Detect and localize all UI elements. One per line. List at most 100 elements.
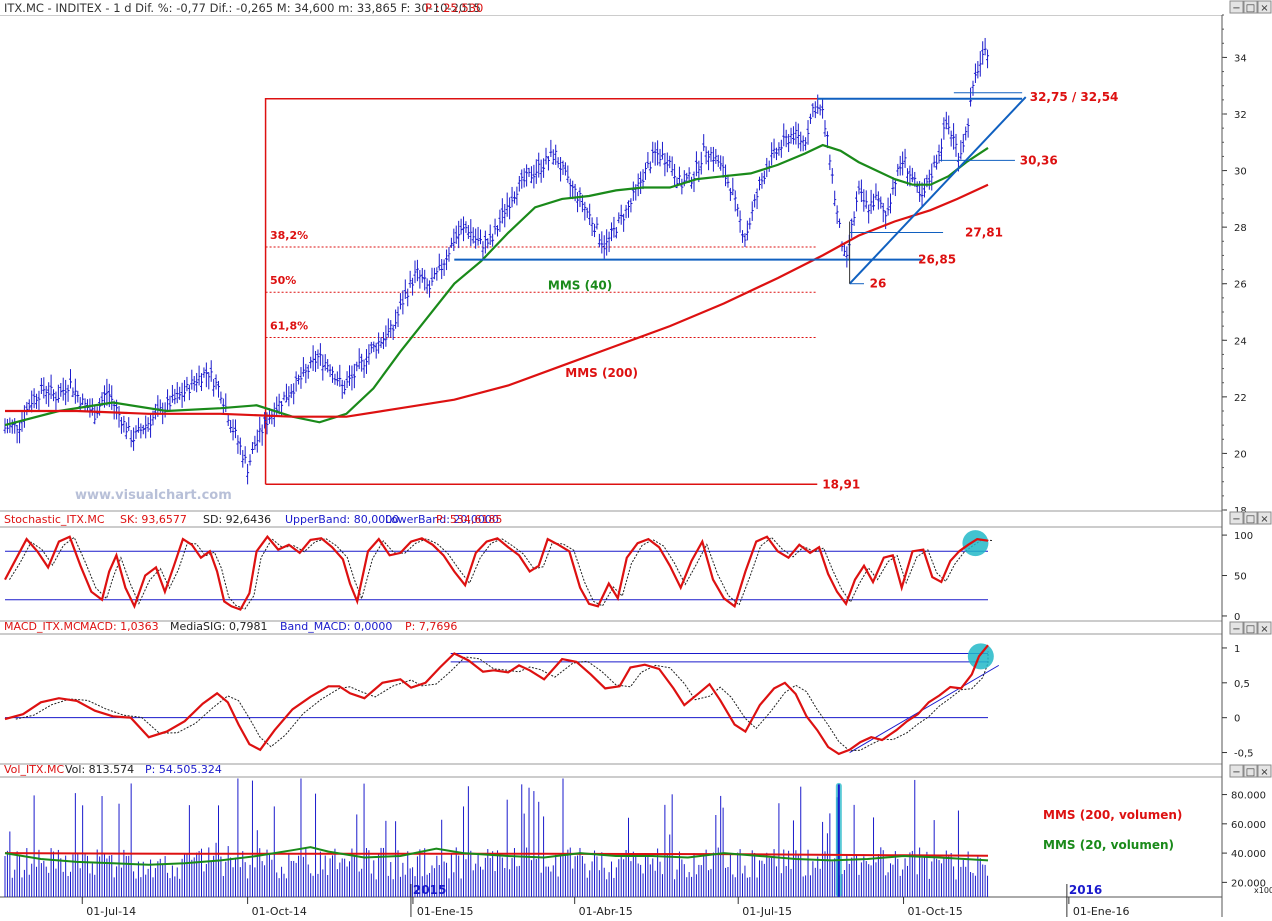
price-bar	[37, 390, 41, 411]
ma40-line	[4, 143, 989, 427]
price-bar	[471, 227, 475, 244]
price-bar	[668, 155, 672, 169]
price-bar	[915, 181, 919, 193]
price-bar	[364, 349, 368, 374]
price-bar	[408, 270, 412, 288]
price-bar	[415, 259, 419, 282]
window-restore-button-0[interactable]: □	[1243, 0, 1258, 14]
price-bar	[593, 223, 597, 238]
price-bar	[297, 374, 301, 385]
price-bar	[753, 194, 757, 208]
window-minimize-button-3[interactable]: −	[1229, 764, 1244, 778]
price-bar	[197, 365, 201, 386]
price-bar	[219, 391, 223, 404]
price-bar	[253, 435, 257, 450]
price-bar	[464, 221, 468, 233]
price-bar	[10, 419, 14, 434]
price-bar	[631, 181, 635, 201]
window-minimize-button-0[interactable]: −	[1229, 0, 1244, 14]
restore-button-bg	[1243, 621, 1258, 635]
volume-bars	[4, 778, 989, 897]
price-bar	[850, 218, 854, 238]
price-bar	[969, 87, 973, 107]
price-bar	[474, 228, 478, 249]
price-bar	[949, 130, 953, 147]
window-close-button-3[interactable]: ×	[1257, 764, 1272, 778]
price-bar	[787, 134, 791, 153]
price-ytick-label: 24	[1234, 336, 1247, 347]
restore-icon: □	[1246, 624, 1255, 635]
price-bar	[707, 150, 711, 171]
price-bar	[542, 158, 546, 178]
window-restore-button-3[interactable]: □	[1243, 764, 1258, 778]
price-ytick-label: 26	[1234, 280, 1247, 291]
price-bar	[258, 416, 262, 443]
price-bar	[600, 231, 604, 254]
price-bar	[561, 160, 565, 175]
price-bar	[750, 201, 754, 221]
price-bar	[886, 197, 890, 216]
price-bar	[481, 241, 485, 260]
price-bar	[498, 209, 502, 232]
price-bar	[634, 184, 638, 201]
price-bar	[806, 120, 810, 145]
price-bar	[799, 131, 803, 152]
macd-ytick-label: 0	[1234, 714, 1240, 725]
stoch-ytick-label: 50	[1234, 572, 1247, 583]
minimize-icon: −	[1232, 624, 1240, 635]
price-bar	[335, 371, 339, 386]
price-bar	[728, 187, 732, 201]
price-bar	[932, 155, 936, 168]
price-header-bar	[0, 0, 1222, 15]
price-bar	[522, 168, 526, 188]
price-bar	[282, 391, 286, 401]
price-bar	[394, 309, 398, 329]
macd-ytick-label: 0,5	[1234, 679, 1250, 690]
xtick-label: 01-Jul-15	[742, 905, 792, 917]
price-bar	[641, 169, 645, 190]
window-restore-button-2[interactable]: □	[1243, 621, 1258, 635]
price-bar	[823, 120, 827, 137]
window-close-button-2[interactable]: ×	[1257, 621, 1272, 635]
window-close-button-0[interactable]: ×	[1257, 0, 1272, 14]
price-bar	[493, 218, 497, 235]
window-close-button-1[interactable]: ×	[1257, 511, 1272, 525]
macd-header-signal: MediaSIG: 0,7981	[170, 620, 267, 633]
vol-header-vol: Vol: 813.574	[65, 763, 134, 776]
price-bar	[42, 377, 46, 399]
price-bar	[384, 325, 388, 347]
price-bar	[852, 211, 856, 226]
price-bar	[954, 133, 958, 157]
price-bar	[56, 384, 60, 403]
price-bar	[549, 139, 553, 157]
price-bar	[340, 379, 344, 399]
close-icon: ×	[1260, 514, 1268, 525]
window-restore-button-1[interactable]: □	[1243, 511, 1258, 525]
price-bar	[52, 389, 56, 402]
price-bar	[515, 186, 519, 206]
price-bar	[508, 197, 512, 220]
price-bar	[173, 388, 177, 405]
price-bar	[796, 123, 800, 149]
price-bar	[942, 117, 946, 140]
price-bar	[233, 419, 237, 439]
window-minimize-button-1[interactable]: −	[1229, 511, 1244, 525]
price-bar	[132, 427, 136, 451]
price-bar	[350, 365, 354, 391]
price-bar	[741, 230, 745, 243]
price-bar	[646, 152, 650, 169]
price-bar	[321, 354, 325, 381]
price-bar	[745, 220, 749, 241]
price-bar	[779, 139, 783, 158]
price-bar	[338, 364, 342, 387]
window-minimize-button-2[interactable]: −	[1229, 621, 1244, 635]
price-bar	[212, 378, 216, 397]
price-bar	[229, 420, 233, 433]
trend-line-rising	[848, 96, 1027, 285]
price-bar	[476, 226, 480, 246]
price-bar	[386, 318, 390, 338]
price-bar	[122, 415, 126, 433]
price-bar	[418, 269, 422, 289]
